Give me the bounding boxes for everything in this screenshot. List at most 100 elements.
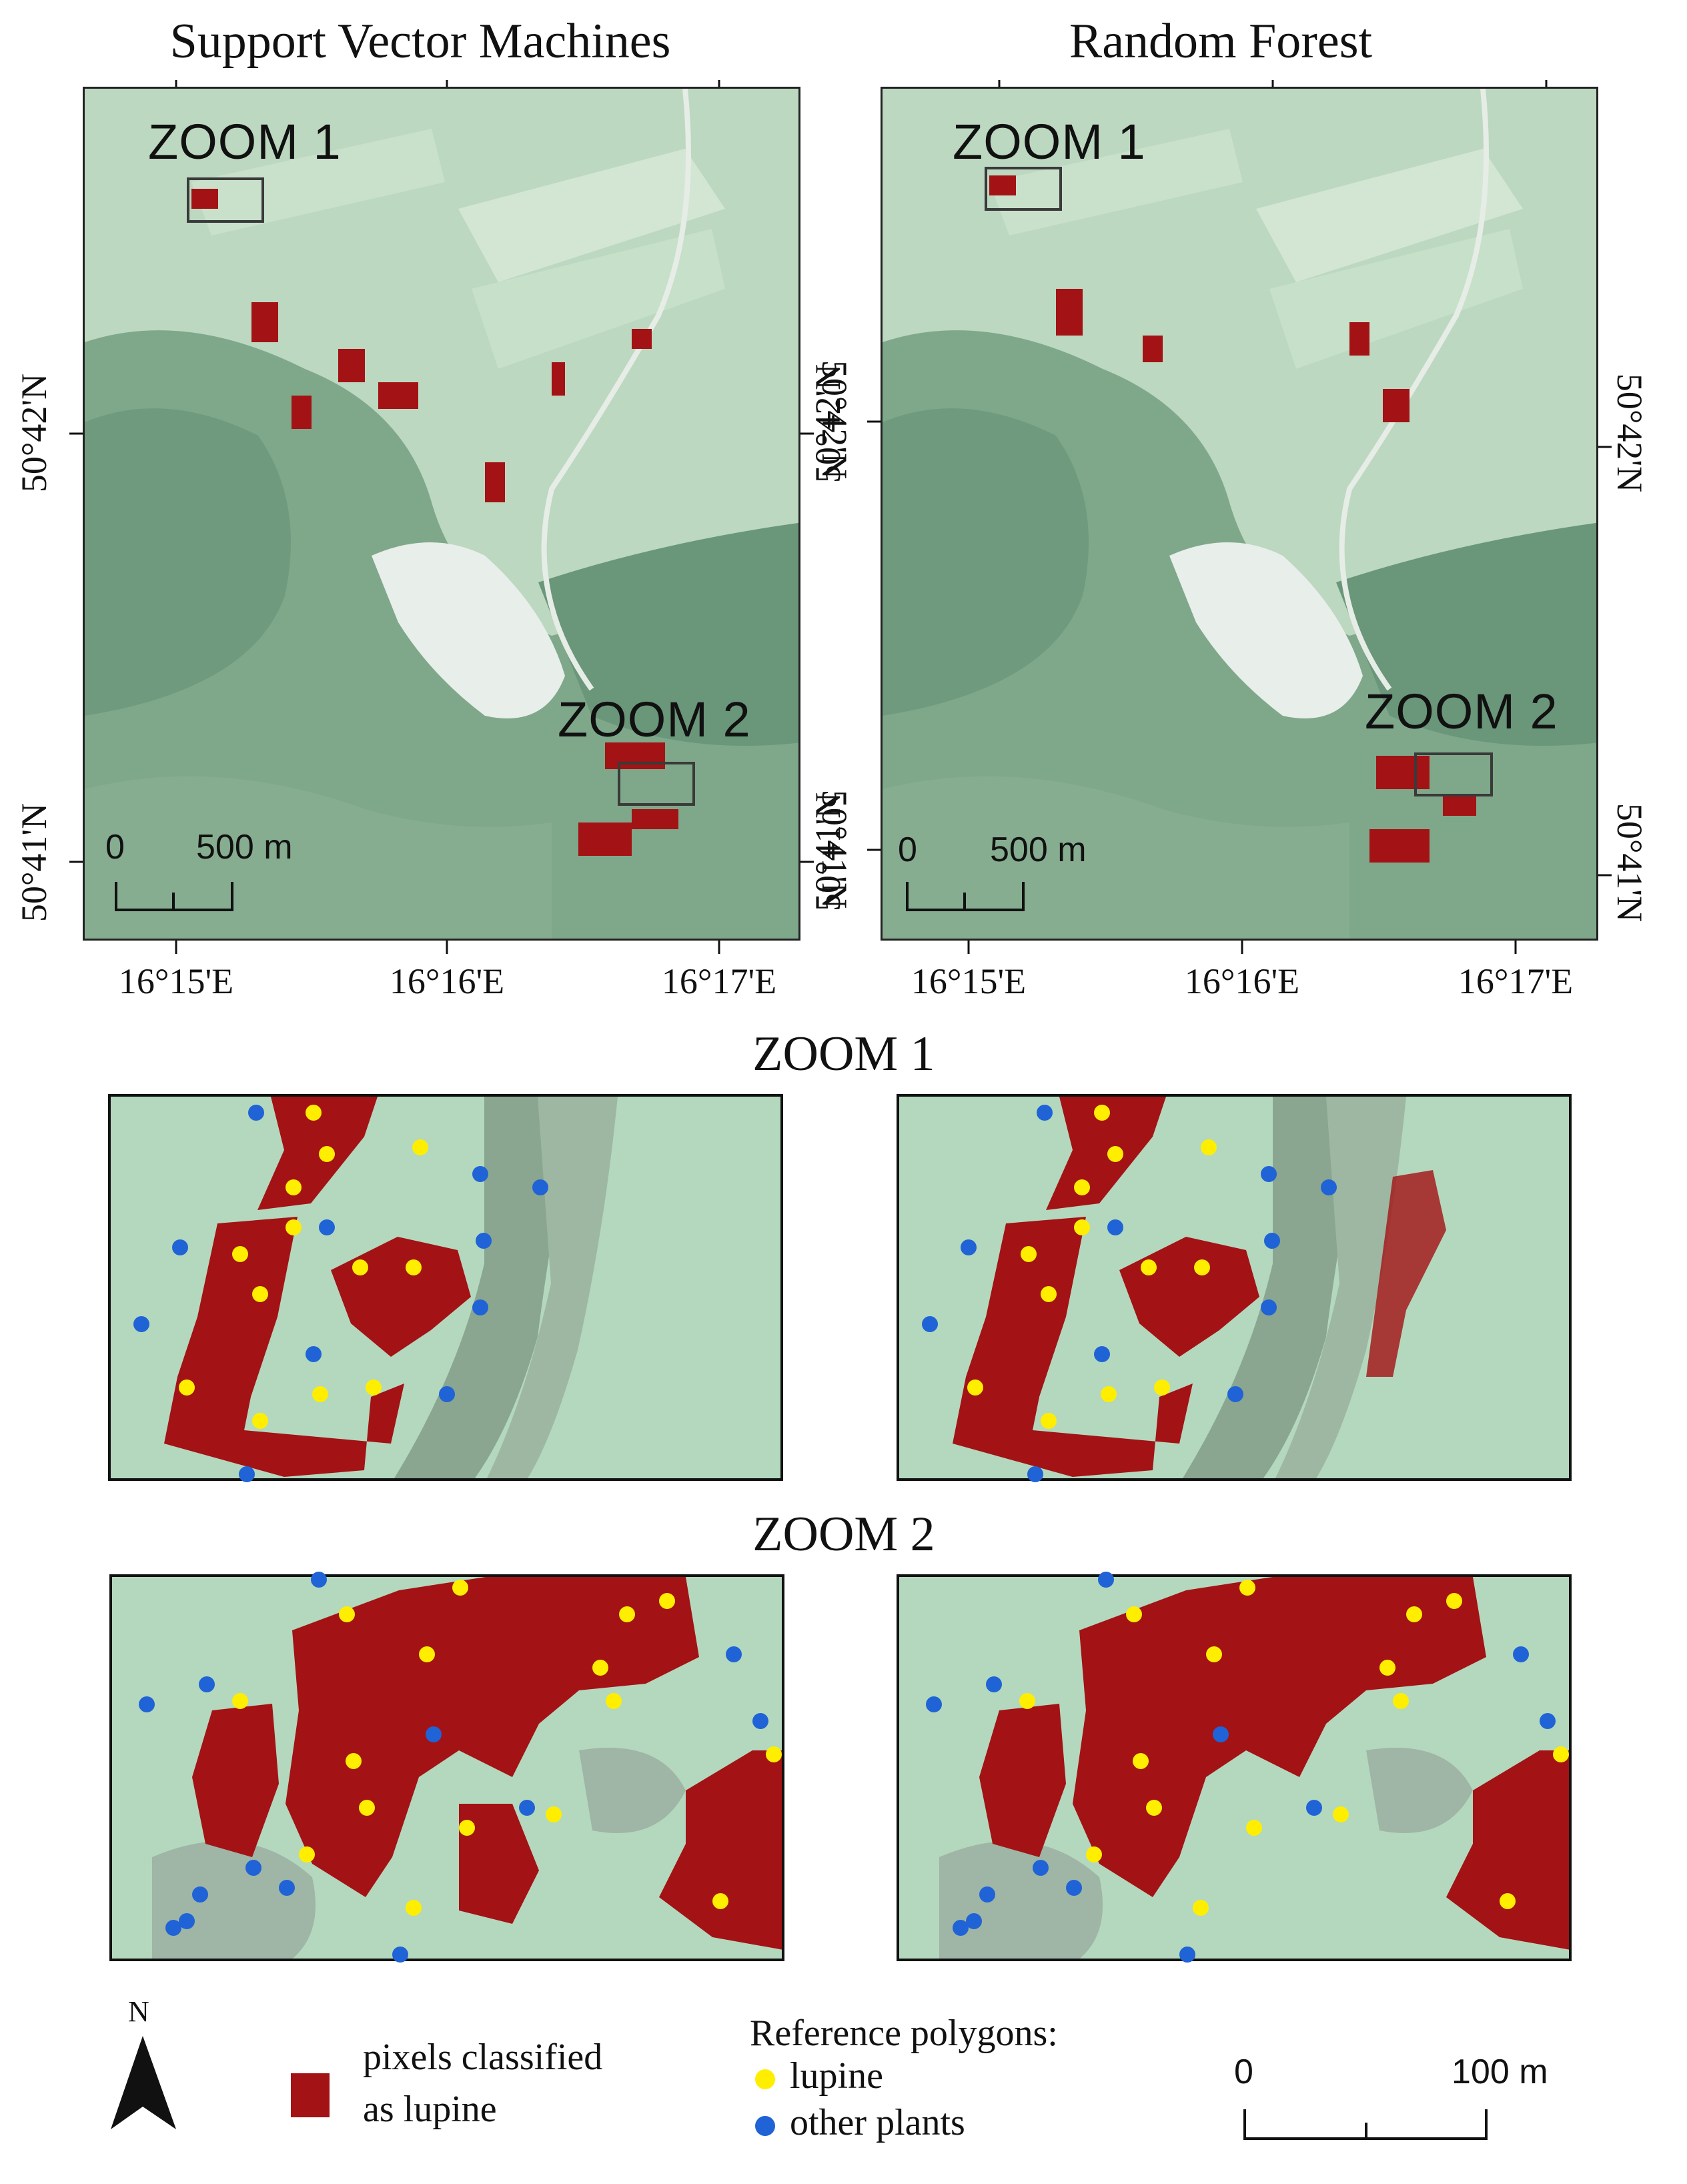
rf-zoom2-imagery [899, 1577, 1569, 1959]
other-plant-point [1513, 1646, 1529, 1662]
other-plant-point [1094, 1346, 1110, 1362]
lupine-point [352, 1259, 368, 1275]
other-plant-point [239, 1466, 255, 1482]
lupine-point [406, 1259, 422, 1275]
lupine-point [1393, 1693, 1409, 1709]
other-plant-point [1213, 1726, 1229, 1742]
lupine-point [1146, 1800, 1162, 1816]
legend-scale-bar [1243, 2109, 1488, 2140]
lupine-point [592, 1660, 608, 1676]
other-plant-point [426, 1726, 442, 1742]
north-arrow-icon [111, 2036, 176, 2129]
legend-scale-start: 0 [1234, 2053, 1253, 2091]
other-plant-point [245, 1860, 261, 1876]
zoom2-title: ZOOM 2 [752, 1507, 935, 1562]
lupine-point [452, 1580, 468, 1596]
svm-x-tick-3: 16°17'E [661, 961, 777, 1001]
lupine-point [346, 1753, 362, 1769]
svm-zoom2-imagery [112, 1577, 782, 1959]
svm-zoom2-panel [109, 1574, 784, 1961]
lupine-point [712, 1893, 728, 1909]
rf-zoom1-label: ZOOM 1 [953, 114, 1146, 169]
lupine-point [1133, 1753, 1149, 1769]
svm-x-tick-1: 16°15'E [118, 961, 234, 1001]
rf-zoom1-box [985, 167, 1062, 211]
lupine-point [459, 1820, 475, 1836]
legend-classified-line2: as lupine [363, 2089, 497, 2130]
svm-zoom1-box [187, 177, 264, 223]
lupine-point [1446, 1593, 1462, 1609]
legend-scale-end: 100 m [1452, 2053, 1548, 2091]
other-plant-point [165, 1920, 181, 1936]
lupine-point [406, 1900, 422, 1916]
other-plant-point [1066, 1880, 1082, 1896]
lupine-point [1101, 1386, 1117, 1402]
rf-scale-start: 0 [898, 831, 917, 869]
lupine-point [306, 1105, 322, 1121]
lupine-point [766, 1746, 782, 1762]
svm-zoom2-label: ZOOM 2 [558, 692, 751, 747]
other-plant-point [472, 1299, 488, 1315]
lupine-point [1206, 1646, 1222, 1662]
lupine-point [1141, 1259, 1157, 1275]
lupine-point [252, 1413, 268, 1429]
other-plant-point [1227, 1386, 1243, 1402]
lupine-point [299, 1846, 315, 1862]
other-plant-point [519, 1800, 535, 1816]
other-plant-point [306, 1346, 322, 1362]
other-plant-point [979, 1886, 995, 1902]
lupine-point [1333, 1806, 1349, 1822]
svm-scale-end: 500 m [196, 828, 293, 867]
svm-map-ticks [69, 80, 814, 954]
lupine-point [286, 1179, 302, 1195]
other-plant-point [986, 1676, 1002, 1692]
legend-other: other plants [790, 2102, 965, 2143]
other-plant-point [133, 1316, 149, 1332]
lupine-point [1107, 1146, 1123, 1162]
rf-zoom2-panel [897, 1574, 1572, 1961]
lupine-point [1239, 1580, 1255, 1596]
other-plant-point [279, 1880, 295, 1896]
svm-zoom2-box [618, 762, 695, 806]
other-plant-point [1321, 1179, 1337, 1195]
lupine-point-icon [755, 2069, 775, 2089]
svm-scale-bar [115, 882, 233, 911]
lupine-point [1500, 1893, 1516, 1909]
lupine-point [1041, 1286, 1057, 1302]
other-plant-point [248, 1105, 264, 1121]
rf-map-ticks [867, 80, 1612, 954]
svm-title: Support Vector Machines [169, 14, 671, 69]
lupine-point [1041, 1413, 1057, 1429]
rf-x-tick-3: 16°17'E [1458, 961, 1574, 1001]
lupine-point [1126, 1606, 1142, 1622]
rf-zoom1-panel [897, 1094, 1572, 1481]
svm-x-tick-2: 16°16'E [389, 961, 505, 1001]
lupine-point [1553, 1746, 1569, 1762]
lupine-point [412, 1139, 428, 1155]
other-plant-point [1033, 1860, 1049, 1876]
other-plant-point [392, 1947, 408, 1963]
lupine-point [319, 1146, 335, 1162]
other-plant-point [1179, 1947, 1195, 1963]
other-plant-point [179, 1913, 195, 1929]
north-label: N [128, 1995, 149, 2028]
other-plant-point [926, 1696, 942, 1712]
svm-zoom1-label: ZOOM 1 [148, 114, 342, 169]
other-plant-point [1027, 1466, 1043, 1482]
legend-reference-title: Reference polygons: [750, 2013, 1058, 2054]
lupine-point [546, 1806, 562, 1822]
lupine-point [967, 1380, 983, 1396]
lupine-point [419, 1646, 435, 1662]
rf-x-tick-1: 16°15'E [911, 961, 1027, 1001]
lupine-point [232, 1246, 248, 1262]
zoom1-title: ZOOM 1 [752, 1027, 935, 1081]
other-plant-point [1037, 1105, 1053, 1121]
legend-classified-line1: pixels classified [363, 2037, 603, 2078]
lupine-point [1086, 1846, 1102, 1862]
lupine-point [1193, 1900, 1209, 1916]
other-plant-point [1107, 1219, 1123, 1235]
other-plant-point [139, 1696, 155, 1712]
other-plant-point [472, 1166, 488, 1182]
rf-zoom2-label: ZOOM 2 [1365, 684, 1558, 739]
